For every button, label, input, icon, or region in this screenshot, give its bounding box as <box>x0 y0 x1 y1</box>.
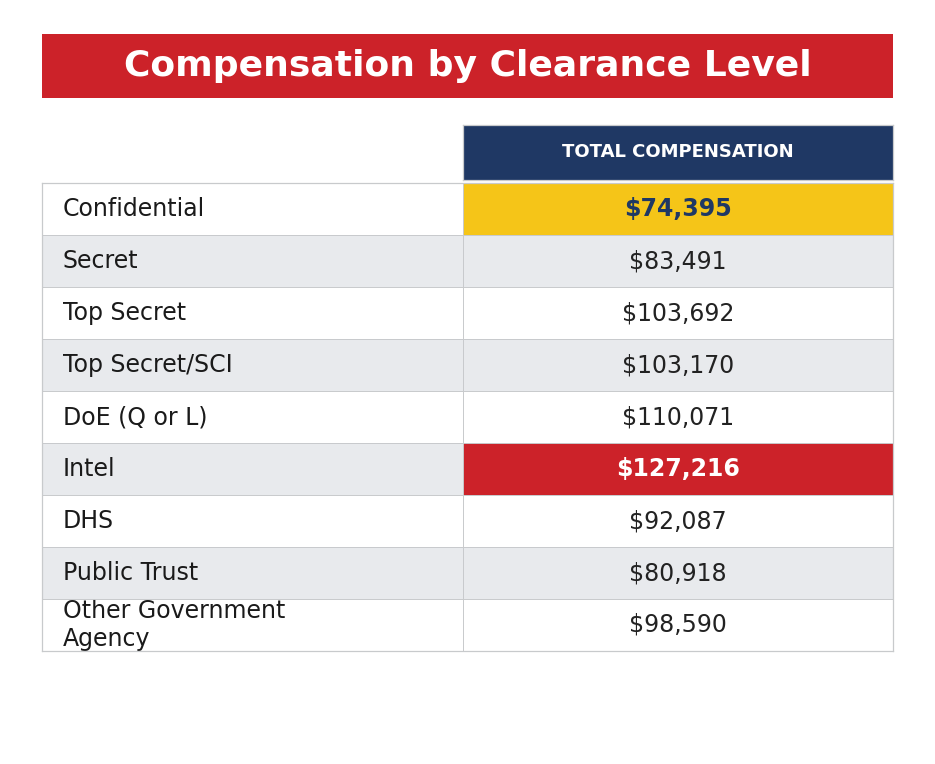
FancyBboxPatch shape <box>42 235 893 287</box>
Text: $92,087: $92,087 <box>629 509 726 533</box>
Text: Secret: Secret <box>63 249 138 274</box>
FancyBboxPatch shape <box>42 183 893 235</box>
Text: Compensation by Clearance Level: Compensation by Clearance Level <box>123 49 812 83</box>
Text: $80,918: $80,918 <box>629 561 726 585</box>
Text: $74,395: $74,395 <box>625 197 732 222</box>
FancyBboxPatch shape <box>463 125 893 180</box>
Text: Intel: Intel <box>63 457 115 481</box>
FancyBboxPatch shape <box>463 183 893 235</box>
Text: $127,216: $127,216 <box>616 457 740 481</box>
Text: Other Government
Agency: Other Government Agency <box>63 599 285 651</box>
FancyBboxPatch shape <box>42 495 893 547</box>
Text: DHS: DHS <box>63 509 114 533</box>
FancyBboxPatch shape <box>42 339 893 391</box>
Text: $83,491: $83,491 <box>629 249 726 274</box>
FancyBboxPatch shape <box>42 443 893 495</box>
Text: Public Trust: Public Trust <box>63 561 198 585</box>
Text: $110,071: $110,071 <box>622 405 734 429</box>
FancyBboxPatch shape <box>42 599 893 651</box>
Text: Confidential: Confidential <box>63 197 205 222</box>
Text: Top Secret/SCI: Top Secret/SCI <box>63 353 233 377</box>
Text: $98,590: $98,590 <box>629 613 727 637</box>
Text: $103,170: $103,170 <box>622 353 734 377</box>
FancyBboxPatch shape <box>42 34 893 98</box>
FancyBboxPatch shape <box>463 443 893 495</box>
FancyBboxPatch shape <box>42 547 893 599</box>
FancyBboxPatch shape <box>42 391 893 443</box>
Text: DoE (Q or L): DoE (Q or L) <box>63 405 208 429</box>
Text: Top Secret: Top Secret <box>63 301 186 325</box>
Text: $103,692: $103,692 <box>622 301 734 325</box>
Text: TOTAL COMPENSATION: TOTAL COMPENSATION <box>562 143 794 161</box>
FancyBboxPatch shape <box>42 287 893 339</box>
